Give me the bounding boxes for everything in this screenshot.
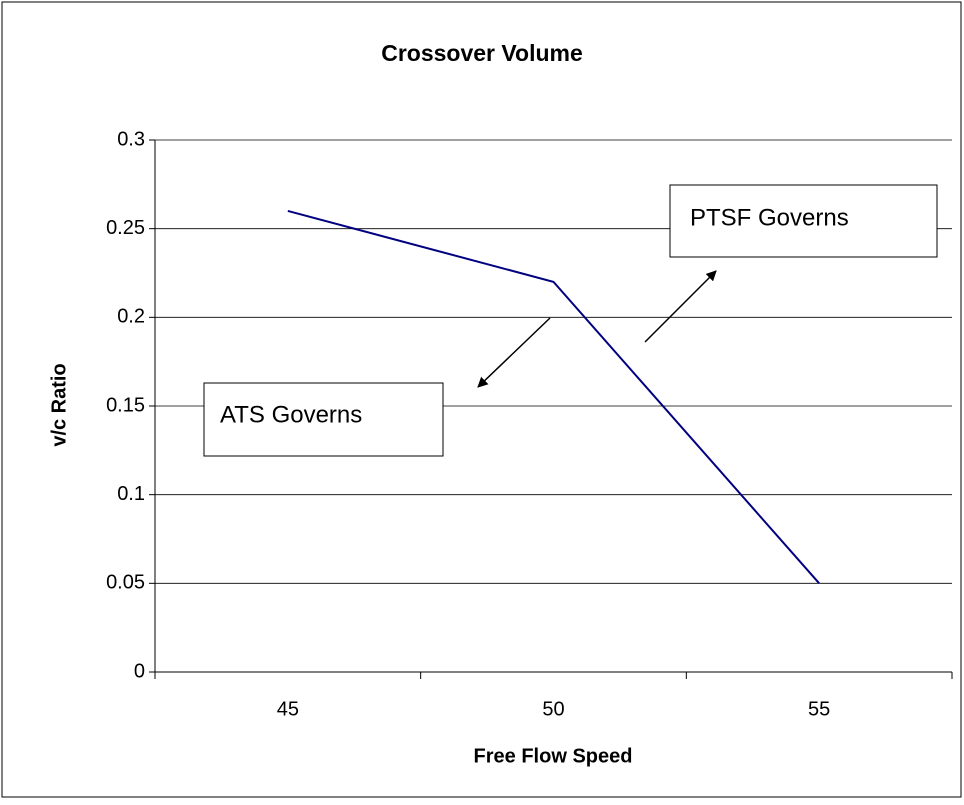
- annotation: PTSF Governs: [690, 204, 849, 231]
- y-tick-label: 0.05: [106, 572, 145, 594]
- x-tick-label: 50: [542, 698, 564, 720]
- x-axis-title: Free Flow Speed: [474, 745, 633, 767]
- arrow: [644, 270, 717, 343]
- y-tick-label: 0.15: [106, 394, 145, 416]
- annotation-box: [203, 382, 444, 457]
- y-tick-label: 0: [134, 660, 145, 682]
- annotation: ATS Governs: [220, 401, 362, 428]
- data-line: [287, 209, 820, 584]
- chart-title: Crossover Volume: [381, 40, 583, 66]
- arrow: [477, 317, 551, 388]
- y-axis-title: v/c Ratio: [48, 363, 70, 446]
- y-tick-label: 0.25: [106, 217, 145, 239]
- x-tick-label: 45: [277, 698, 299, 720]
- y-tick-label: 0.2: [117, 306, 145, 328]
- x-tick-label: 55: [808, 698, 830, 720]
- y-tick-label: 0.1: [117, 483, 145, 505]
- y-tick-label: 0.3: [117, 128, 145, 150]
- annotation-box: [669, 184, 938, 258]
